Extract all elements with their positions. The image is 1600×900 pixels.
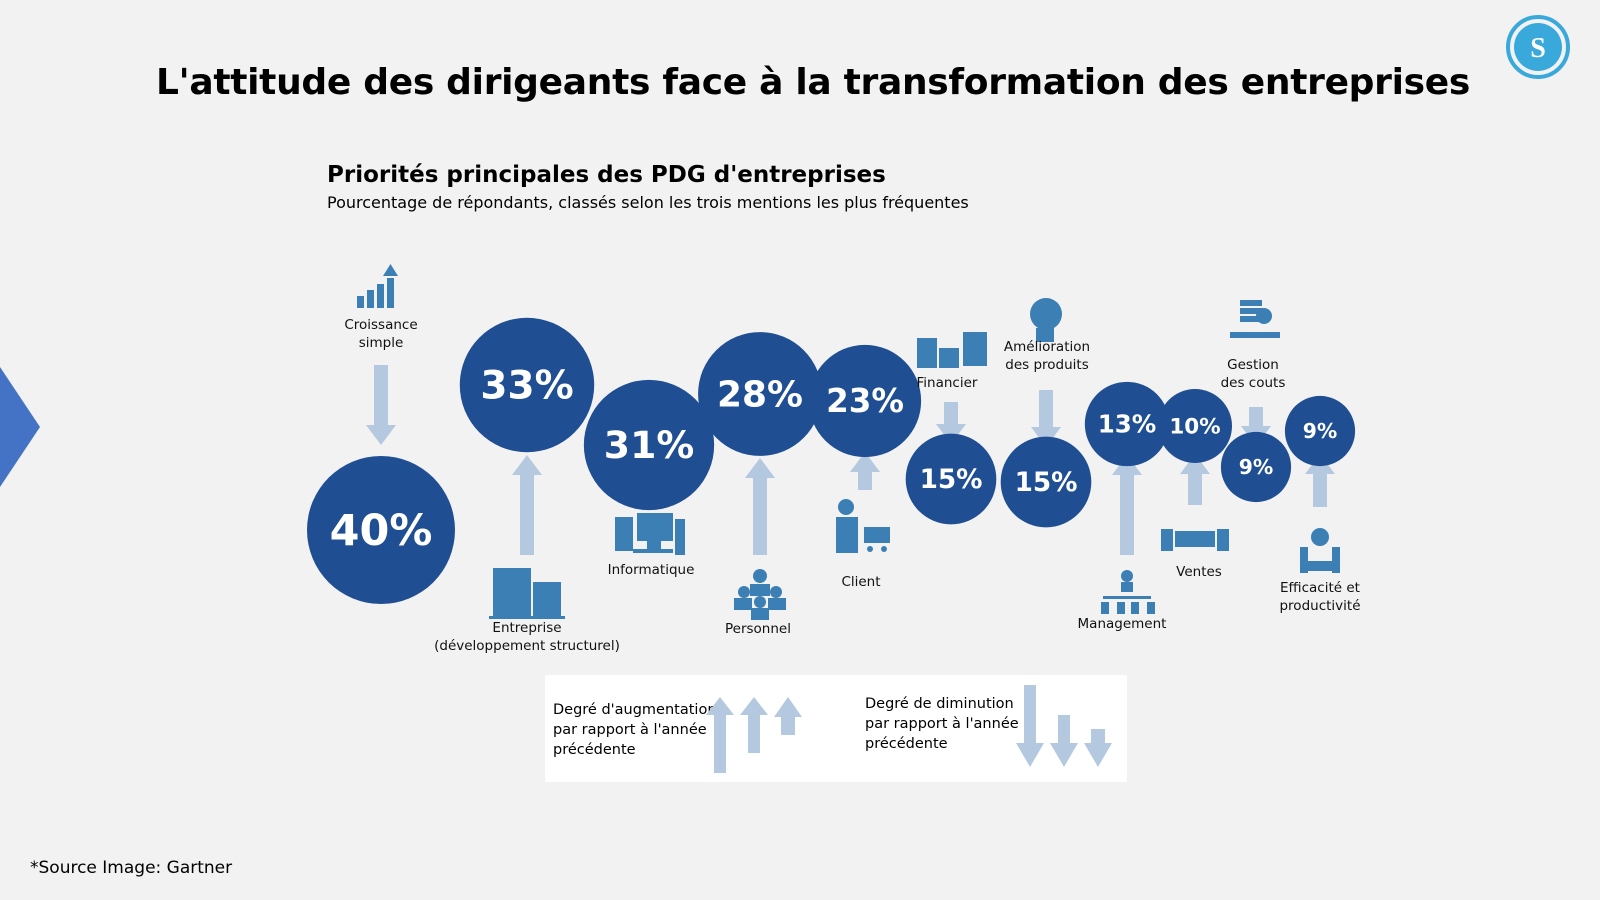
trend-arrow-up [1180,454,1210,505]
bubble-value-label: 28% [717,374,803,415]
customer-cart-icon [836,499,890,553]
computer-icon [615,513,685,555]
bubble-value-label: 23% [826,382,904,420]
bubble [808,344,922,458]
bubble-value-label: 10% [1169,414,1220,439]
bubble [905,433,997,525]
category-label: Management [1078,616,1167,632]
cost-hand-icon [1230,300,1280,338]
chart-title: Priorités principales des PDG d'entrepri… [327,162,886,188]
legend-increase-label: Degré d'augmentation par rapport à l'ann… [553,702,717,758]
bubble-value-label: 15% [920,465,983,495]
people-icon [734,569,786,620]
growth-chart-icon [357,264,398,308]
bubble [698,332,822,456]
bubble [1220,431,1292,503]
bubble-value-label: 9% [1239,455,1274,479]
category-label: Financier [917,375,978,391]
bubble-value-label: 33% [480,363,573,408]
category-label: Efficacité et productivité [1279,580,1360,614]
trend-arrow-down [1241,407,1271,446]
trend-arrow-down [366,365,396,445]
slide-logo-icon: S [1506,15,1570,79]
source-note: *Source Image: Gartner [30,858,233,878]
bubble [1084,381,1170,467]
bubble [459,317,595,453]
building-icon [489,568,565,619]
trend-arrow-up [1305,454,1335,507]
trend-arrow-up [850,452,880,490]
legend-decrease-label: Degré de diminution par rapport à l'anné… [865,696,1019,752]
lightbulb-head-icon [1030,298,1062,342]
slide-title: L'attitude des dirigeants face à la tran… [155,62,1471,103]
handshake-icon [1161,529,1229,551]
previous-chevron-icon[interactable] [0,367,40,487]
org-chart-icon [1101,570,1155,614]
trend-arrow-down [936,402,966,444]
bubble [307,456,455,604]
chart-subtitle: Pourcentage de répondants, classés selon… [327,193,969,212]
legend-up-arrows-icon [706,697,802,773]
bubble [1000,436,1092,528]
legend-down-arrows-icon [1016,685,1112,767]
category-label: Amélioration des produits [1004,339,1090,373]
coins-icon [917,332,987,368]
bubble-value-label: 9% [1303,419,1338,443]
legend-box: Degré d'augmentation par rapport à l'ann… [545,675,1127,782]
bubble-value-label: 31% [604,423,694,467]
category-label: Entreprise (développement structurel) [434,620,620,654]
bubble [583,379,715,511]
trend-arrow-up [745,458,775,555]
category-label: Informatique [608,562,695,578]
category-label: Gestion des couts [1221,357,1286,391]
svg-text:S: S [1530,33,1546,64]
trend-arrow-up [512,455,542,555]
bubble-value-label: 13% [1098,409,1157,438]
bubble-value-label: 40% [330,506,433,556]
category-label: Croissance simple [344,317,417,351]
bubble [1158,389,1232,463]
category-label: Client [841,574,880,590]
category-label: Personnel [725,621,791,637]
bubble-value-label: 15% [1015,468,1078,498]
category-label: Ventes [1176,564,1222,580]
trend-arrow-up [1112,455,1142,555]
bubble [1284,395,1356,467]
gear-hands-icon [1300,528,1340,573]
trend-arrow-down [1031,390,1061,447]
